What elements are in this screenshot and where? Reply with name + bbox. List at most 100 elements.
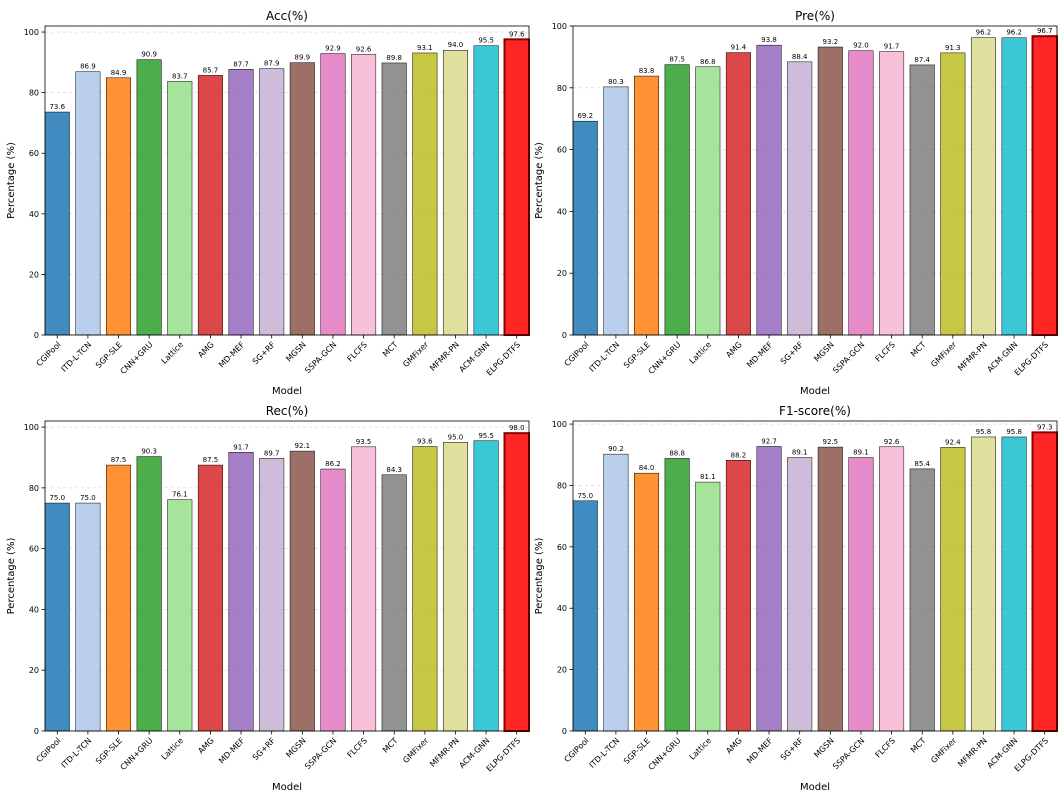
bar-md-mef [228, 452, 254, 732]
data-label: 90.2 [608, 445, 624, 453]
bar-gmfixer [412, 446, 438, 732]
data-label: 96.7 [1037, 27, 1053, 35]
bar-amg [725, 52, 751, 336]
x-tick-label: MFMR-PN [428, 736, 461, 769]
data-label: 83.8 [639, 67, 655, 75]
data-label: 90.3 [141, 448, 157, 456]
data-label: 73.6 [49, 103, 65, 111]
x-tick-label: GMFixer [401, 736, 431, 766]
bar-mct [909, 64, 935, 336]
bar-acm-gnn [1001, 37, 1027, 336]
y-tick-label: 100 [552, 22, 567, 31]
y-tick-label: 80 [557, 481, 567, 490]
bar-mct [381, 62, 407, 336]
data-label: 76.1 [172, 491, 188, 499]
data-label: 81.1 [700, 473, 716, 481]
bar-cnn-gru [136, 456, 162, 732]
data-label: 86.2 [325, 460, 341, 468]
x-tick-label: SG+RF [779, 736, 806, 763]
x-axis-label: Model [272, 782, 302, 793]
bar-mgsn [817, 46, 843, 336]
bar-elpg-dtfs [503, 38, 531, 337]
data-label: 91.7 [884, 43, 900, 51]
data-label: 92.0 [853, 42, 869, 50]
bar-gmfixer [412, 52, 438, 336]
data-label: 93.5 [356, 438, 372, 446]
data-label: 92.6 [884, 438, 900, 446]
bar-sspa-gcn [848, 457, 874, 732]
x-tick-label: SSPA-GCN [831, 340, 866, 375]
bar-amg [725, 460, 751, 732]
data-label: 88.2 [731, 451, 747, 459]
x-axis-label: Model [800, 386, 830, 397]
x-tick-label: SGP-SLE [622, 340, 652, 370]
bar-lattice [167, 81, 193, 336]
x-tick-label: MGSN [284, 340, 307, 363]
x-tick-label: MD-MEF [745, 736, 775, 766]
data-label: 89.1 [853, 449, 869, 457]
bar-lattice [167, 499, 193, 732]
bar-cgipool [44, 111, 70, 336]
data-label: 75.0 [577, 492, 593, 500]
x-tick-label: GMFixer [929, 736, 959, 766]
bar-cnn-gru [664, 64, 690, 336]
y-tick-label: 100 [552, 420, 567, 429]
data-label: 95.8 [976, 428, 992, 436]
bar-sspa-gcn [320, 468, 346, 732]
y-tick-label: 60 [557, 146, 567, 155]
x-tick-label: ITD-L-TCN [60, 340, 94, 374]
x-tick-label: MD-MEF [217, 340, 247, 370]
y-tick-label: 0 [562, 727, 567, 736]
y-axis-label: Percentage (%) [534, 142, 545, 219]
x-tick-label: MD-MEF [217, 736, 247, 766]
x-tick-label: SGP-SLE [622, 736, 652, 766]
x-tick-label: ITD-L-TCN [588, 340, 622, 374]
chart-acc: 73.6 86.9 84.9 90.9 83.7 85.7 87.7 87.9 89.9 92.9… [6, 9, 531, 397]
bar-itd-l-tcn [75, 502, 101, 732]
y-tick-label: 0 [34, 331, 39, 340]
x-tick-label: CGIPool [35, 340, 63, 368]
bar-sg-rf [787, 61, 813, 336]
data-label: 87.5 [111, 456, 127, 464]
data-label: 96.2 [1006, 29, 1022, 37]
plot-frame [572, 25, 1058, 336]
bar-sg-rf [787, 457, 813, 732]
data-label: 87.5 [669, 56, 685, 64]
y-tick-label: 20 [557, 269, 567, 278]
bar-lattice [695, 66, 721, 336]
data-label: 69.2 [577, 112, 593, 120]
bar-elpg-dtfs [503, 432, 531, 732]
y-tick-label: 60 [29, 149, 39, 158]
data-label: 93.2 [823, 38, 839, 46]
x-tick-label: MGSN [812, 340, 835, 363]
x-tick-label: MD-MEF [745, 340, 775, 370]
x-tick-label: CNN+GRU [119, 340, 155, 376]
bar-sgp-sle [634, 75, 660, 336]
data-label: 93.6 [417, 438, 433, 446]
chart-title: Acc(%) [266, 9, 308, 23]
x-tick-label: AMG [724, 736, 744, 756]
x-tick-label: MCT [909, 736, 928, 755]
bar-sgp-sle [634, 472, 660, 732]
bar-elpg-dtfs [1031, 431, 1058, 732]
y-tick-label: 80 [29, 89, 39, 98]
x-tick-label: SGP-SLE [94, 340, 124, 370]
bar-mgsn [817, 446, 843, 732]
bar-sspa-gcn [848, 50, 874, 336]
bar-mfmr-pn [442, 49, 468, 336]
data-label: 87.5 [203, 456, 219, 464]
data-label: 89.8 [386, 54, 402, 62]
bar-cgipool [572, 500, 598, 732]
bar-md-mef [756, 446, 782, 732]
bar-lattice [695, 481, 721, 732]
y-tick-label: 0 [34, 727, 39, 736]
data-label: 97.6 [509, 30, 525, 38]
x-tick-label: GMFixer [929, 340, 959, 370]
data-label: 87.4 [914, 56, 930, 64]
data-label: 85.7 [203, 66, 219, 74]
data-label: 92.5 [823, 438, 839, 446]
bar-sgp-sle [106, 464, 132, 732]
x-tick-label: AMG [724, 340, 744, 360]
x-tick-label: FLCFS [874, 736, 897, 759]
